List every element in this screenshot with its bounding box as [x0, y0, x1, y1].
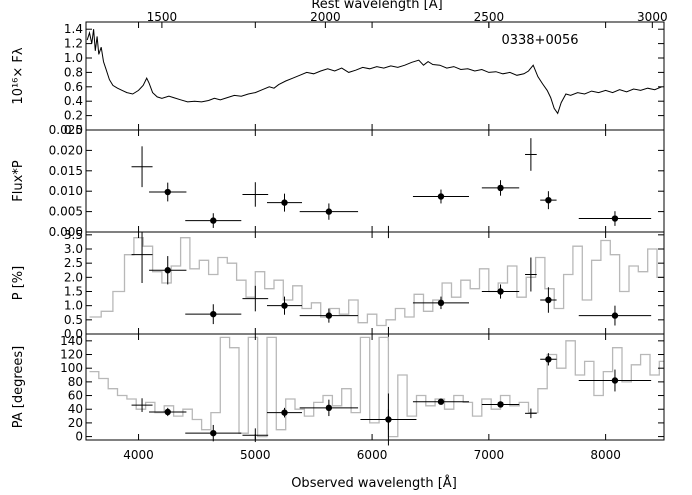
- panel-3-gray-histogram: [89, 237, 664, 327]
- panel-2-ytick-label: 0.025: [49, 123, 83, 137]
- panel-4-ytick-label: 100: [60, 361, 83, 375]
- panel-4-ytick-label: 20: [68, 416, 83, 430]
- panel-3-filled-marker: [437, 299, 445, 307]
- panel-2-filled-marker: [437, 193, 445, 200]
- panel-4-ytick-label: 80: [68, 375, 83, 389]
- panel-3-filled-marker: [545, 296, 552, 304]
- panel-1-ytick-label: 1.4: [64, 22, 83, 36]
- panel-4-frame: [85, 333, 665, 441]
- x-tick-label: 7000: [474, 448, 505, 462]
- panel-1-ytick-label: 0.2: [64, 109, 83, 123]
- panel-4-ytick-label: 0: [75, 430, 83, 444]
- panel-3-filled-marker: [210, 310, 217, 318]
- top-tick-label: 3000: [637, 10, 668, 24]
- panel-4-gray-histogram: [89, 336, 664, 438]
- top-tick-label: 1500: [147, 10, 178, 24]
- panel-2-frame: [85, 129, 665, 233]
- panel-4-filled-marker: [281, 409, 288, 416]
- panel-3-ytick-label: 0.0: [64, 327, 83, 341]
- panel-4-ytick-label: 60: [68, 389, 83, 403]
- panel-3-filled-marker: [325, 312, 333, 319]
- panel-2-ytick-label: 0.000: [49, 225, 83, 239]
- panel-4-ytick-label: 40: [68, 402, 83, 416]
- panel-4-filled-marker: [210, 429, 217, 437]
- top-tick-label: 2500: [474, 10, 505, 24]
- panel-4-filled-marker: [611, 377, 619, 384]
- panel-4-ytick-label: 120: [60, 348, 83, 362]
- panel-3-ytick-label: 1.0: [64, 299, 83, 313]
- panel-4-ytick-label: 140: [60, 334, 83, 348]
- panel-2-filled-marker: [325, 208, 333, 215]
- top-axis-label: Rest wavelength [Å]: [311, 0, 442, 12]
- panel-1-ytick-label: 0.4: [64, 94, 83, 108]
- panel-3-ytick-label: 0.5: [64, 313, 83, 327]
- panel-3-frame: [85, 231, 665, 335]
- panel-1-ytick-label: 0.0: [64, 123, 83, 137]
- panel-4-filled-marker: [497, 401, 504, 408]
- panel-2-filled-marker: [611, 215, 619, 222]
- panel-2-ytick-label: 0.005: [49, 205, 83, 219]
- spectrum-line: [86, 29, 662, 115]
- panel-2-filled-marker: [545, 196, 552, 204]
- panel-2-ytick-label: 0.020: [49, 143, 83, 157]
- panel-2-ylabel: Flux*P: [11, 160, 26, 202]
- panel-2-filled-marker: [210, 217, 217, 224]
- panel-4-filled-marker: [437, 398, 445, 405]
- panel-3-ytick-label: 3.0: [64, 242, 83, 256]
- panel-1-ytick-label: 0.8: [64, 65, 83, 79]
- panel-3-ytick-label: 1.5: [64, 285, 83, 299]
- x-tick-label: 4000: [123, 448, 154, 462]
- panel-3-ytick-label: 2.0: [64, 270, 83, 284]
- panel-2-filled-marker: [281, 199, 288, 206]
- panel-1-ytick-label: 1.2: [64, 37, 83, 51]
- top-tick-label: 2000: [310, 10, 341, 24]
- panel-4-filled-marker: [164, 408, 171, 416]
- x-tick-label: 8000: [590, 448, 621, 462]
- panel-1-ytick-label: 0.6: [64, 80, 83, 94]
- object-label: 0338+0056: [501, 33, 578, 48]
- panel-2-ytick-label: 0.015: [49, 164, 83, 178]
- panel-2-ytick-label: 0.010: [49, 184, 83, 198]
- x-tick-label: 5000: [240, 448, 271, 462]
- panel-2-filled-marker: [497, 184, 504, 192]
- panel-3-filled-marker: [497, 288, 504, 295]
- panel-4-ylabel: PA [degrees]: [11, 346, 26, 429]
- panel-3-filled-marker: [281, 302, 288, 309]
- panel-2-filled-marker: [164, 188, 171, 196]
- panel-3-ylabel: P [%]: [11, 266, 26, 300]
- panel-1-ytick-label: 1.0: [64, 51, 83, 65]
- panel-3-filled-marker: [611, 312, 619, 319]
- panel-4-filled-marker: [385, 416, 392, 423]
- panel-1-ylabel: 10¹⁶× Fλ: [11, 47, 26, 104]
- panel-4-filled-marker: [545, 356, 552, 363]
- panel-3-ytick-label: 2.5: [64, 256, 83, 270]
- panel-3-ytick-label: 3.5: [64, 228, 83, 242]
- x-tick-label: 6000: [357, 448, 388, 462]
- x-axis-label: Observed wavelength [Å]: [291, 475, 457, 491]
- panel-3-filled-marker: [164, 267, 171, 274]
- panel-4-filled-marker: [325, 404, 333, 412]
